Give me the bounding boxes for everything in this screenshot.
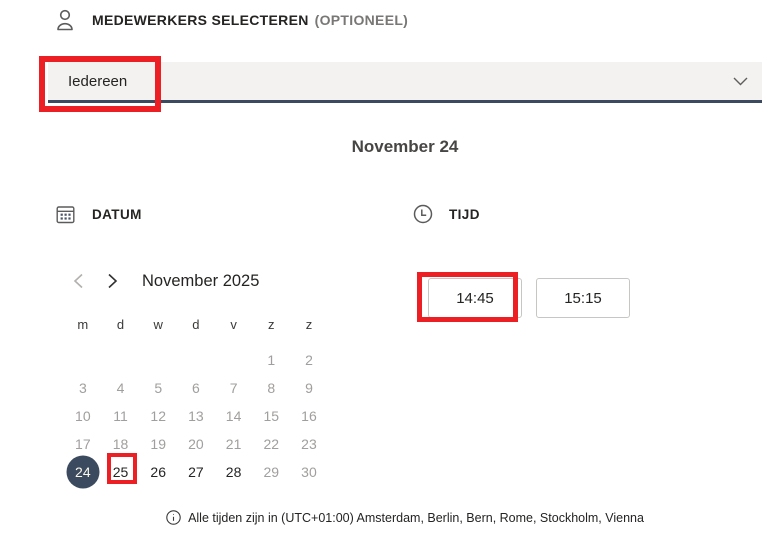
- calendar-day-27[interactable]: 27: [188, 464, 204, 480]
- calendar-day-21: 21: [225, 436, 242, 452]
- weekday-label: m: [77, 316, 89, 332]
- calendar-nav: November 2025: [64, 268, 259, 294]
- calendar-day-28[interactable]: 28: [225, 464, 242, 480]
- calendar-day-empty: [139, 346, 177, 374]
- calendar-icon: [56, 204, 76, 224]
- chevron-right-icon: [107, 273, 118, 289]
- weekday-label: w: [153, 316, 163, 332]
- calendar-day-empty: [64, 346, 102, 374]
- calendar-day-17: 17: [75, 436, 91, 452]
- weekday-label: v: [230, 316, 237, 332]
- calendar-days-grid: 1 2 3 4 5 6 7 8 9 10 11 12 13 14 15 16 17 18 19 20 21 22 23 24 2…: [64, 346, 328, 486]
- calendar-day-25[interactable]: 25: [112, 464, 129, 480]
- calendar-day-7: 7: [229, 380, 238, 396]
- time-slot-15:15[interactable]: 15:15: [536, 278, 630, 318]
- calendar-day-11: 11: [113, 408, 128, 424]
- staff-section-header: MEDEWERKERS SELECTEREN (OPTIONEEL): [55, 8, 408, 32]
- calendar-day-2: 2: [305, 352, 313, 368]
- calendar-prev-month-button[interactable]: [64, 268, 92, 294]
- calendar-next-month-button[interactable]: [98, 268, 126, 294]
- calendar-day-1: 1: [267, 352, 276, 368]
- calendar-day-22: 22: [263, 436, 280, 452]
- timezone-footer: Alle tijden zijn in (UTC+01:00) Amsterda…: [48, 510, 762, 525]
- calendar-day-empty: [102, 346, 140, 374]
- weekday-label: z: [268, 316, 275, 332]
- calendar-day-9: 9: [305, 380, 313, 396]
- staff-section-optional-label: (OPTIONEEL): [314, 12, 409, 28]
- calendar-day-16: 16: [301, 408, 317, 424]
- calendar-day-24[interactable]: 24: [64, 458, 102, 486]
- staff-dropdown-value: Iedereen: [68, 72, 128, 90]
- calendar-day-29: 29: [263, 464, 280, 480]
- calendar-day-empty: [177, 346, 215, 374]
- time-section-label: TIJD: [449, 206, 480, 222]
- timezone-note: Alle tijden zijn in (UTC+01:00) Amsterda…: [188, 510, 644, 525]
- date-section-header: DATUM: [56, 204, 142, 224]
- date-section-label: DATUM: [92, 206, 142, 222]
- weekday-label: d: [192, 316, 200, 332]
- time-section-header: TIJD: [413, 204, 480, 224]
- calendar-day-13: 13: [188, 408, 204, 424]
- chevron-left-icon: [73, 273, 84, 289]
- calendar-day-26[interactable]: 26: [150, 464, 166, 480]
- clock-icon: [413, 204, 433, 224]
- calendar-day-5: 5: [154, 380, 163, 396]
- calendar-day-6: 6: [192, 380, 200, 396]
- selected-date-title: November 24: [351, 137, 459, 156]
- time-slot-list: 14:45 15:15: [428, 278, 630, 318]
- calendar-day-4: 4: [116, 380, 125, 396]
- calendar-day-30: 30: [301, 464, 317, 480]
- calendar-month-label: November 2025: [142, 271, 260, 290]
- staff-dropdown[interactable]: Iedereen: [48, 62, 762, 103]
- calendar-day-3: 3: [78, 380, 87, 396]
- calendar-day-18: 18: [112, 436, 129, 452]
- chevron-down-icon: [733, 77, 748, 86]
- weekday-label: d: [116, 316, 125, 332]
- calendar-day-15: 15: [263, 408, 280, 424]
- calendar-day-12: 12: [150, 408, 166, 424]
- calendar-day-20: 20: [188, 436, 204, 452]
- info-icon: [166, 510, 181, 525]
- calendar-day-19: 19: [150, 436, 166, 452]
- weekday-label: z: [305, 316, 313, 332]
- calendar-day-empty: [215, 346, 253, 374]
- staff-section-title: MEDEWERKERS SELECTEREN: [92, 12, 309, 28]
- calendar-day-14: 14: [225, 408, 242, 424]
- calendar-day-23: 23: [301, 436, 317, 452]
- calendar-day-8: 8: [267, 380, 276, 396]
- time-slot-14:45[interactable]: 14:45: [428, 278, 522, 318]
- calendar-day-10: 10: [75, 408, 91, 424]
- person-icon: [55, 8, 77, 32]
